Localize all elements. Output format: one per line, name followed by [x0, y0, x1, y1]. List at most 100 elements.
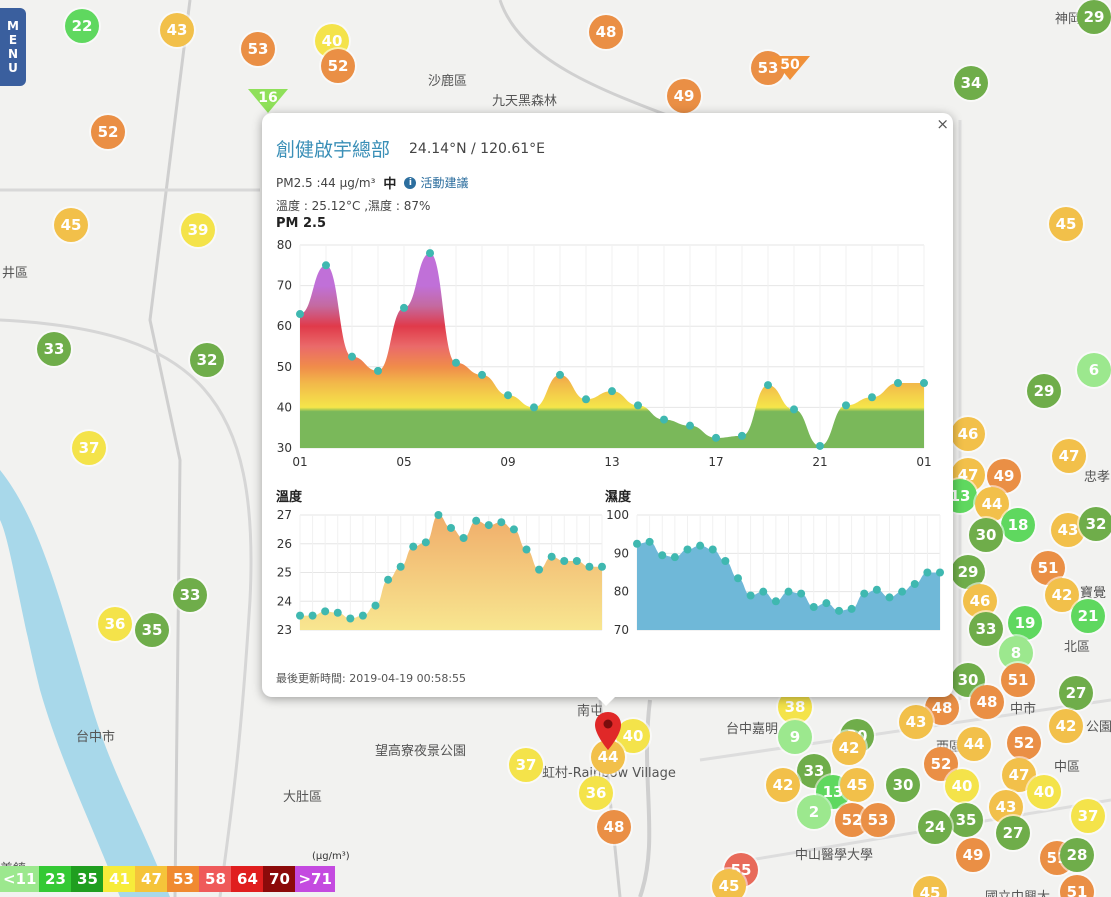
- river: [0, 470, 170, 897]
- legend-swatch: 64: [231, 866, 264, 892]
- station-marker[interactable]: 21: [1071, 599, 1105, 633]
- activity-advice-link[interactable]: 活動建議: [420, 176, 469, 190]
- station-marker[interactable]: 34: [954, 66, 988, 100]
- menu-button[interactable]: M E N U: [0, 8, 26, 86]
- station-marker[interactable]: 45: [840, 768, 874, 802]
- location-pin-icon: [595, 712, 621, 750]
- station-marker[interactable]: 24: [918, 810, 952, 844]
- legend-swatch: 53: [167, 866, 200, 892]
- y-tick-label: 90: [614, 546, 629, 560]
- legend-swatch: 70: [263, 866, 296, 892]
- station-marker[interactable]: 45: [913, 876, 947, 897]
- station-marker[interactable]: 29: [1077, 0, 1111, 34]
- station-marker[interactable]: 42: [766, 768, 800, 802]
- station-marker[interactable]: 30: [886, 768, 920, 802]
- station-marker[interactable]: 37: [509, 748, 543, 782]
- station-marker[interactable]: 48: [589, 15, 623, 49]
- station-marker[interactable]: 43: [160, 13, 194, 47]
- station-marker[interactable]: 33: [173, 578, 207, 612]
- station-marker[interactable]: 33: [969, 612, 1003, 646]
- station-marker[interactable]: 33: [797, 754, 831, 788]
- data-point: [868, 393, 876, 402]
- y-tick-label: 100: [606, 508, 629, 522]
- data-point: [784, 587, 793, 596]
- legend-swatch: 23: [39, 866, 72, 892]
- data-point: [696, 541, 705, 550]
- station-marker[interactable]: 40: [1027, 775, 1061, 809]
- data-point: [885, 593, 894, 602]
- series-area: [300, 515, 602, 630]
- station-marker[interactable]: 45: [54, 208, 88, 242]
- station-marker[interactable]: 32: [190, 343, 224, 377]
- station-marker[interactable]: 29: [1027, 374, 1061, 408]
- data-point: [421, 538, 430, 547]
- close-icon[interactable]: ×: [936, 115, 949, 133]
- station-marker[interactable]: 22: [65, 9, 99, 43]
- station-marker[interactable]: 47: [1052, 439, 1086, 473]
- data-point: [797, 589, 806, 598]
- menu-letter: E: [8, 33, 18, 47]
- station-marker[interactable]: 53: [241, 32, 275, 66]
- station-coordinates: 24.14°N / 120.61°E: [409, 141, 546, 157]
- x-tick-label: 13: [604, 455, 619, 469]
- station-marker[interactable]: 42: [832, 731, 866, 765]
- station-marker[interactable]: 35: [949, 803, 983, 837]
- station-marker[interactable]: 51: [1060, 875, 1094, 897]
- data-point: [764, 381, 772, 390]
- station-marker[interactable]: 52: [91, 115, 125, 149]
- station-marker[interactable]: 6: [1077, 353, 1111, 387]
- station-marker[interactable]: 40: [945, 769, 979, 803]
- menu-letter: U: [8, 61, 18, 75]
- temperature-chart: 23 24 25 26 27: [277, 508, 606, 637]
- station-marker[interactable]: 52: [1007, 726, 1041, 760]
- data-point: [809, 603, 818, 611]
- station-name: 創健啟宇總部: [276, 139, 391, 161]
- menu-letter: M: [7, 19, 19, 33]
- station-marker[interactable]: 32: [1079, 507, 1111, 541]
- station-marker[interactable]: 45: [712, 869, 746, 897]
- legend-swatch: 58: [199, 866, 232, 892]
- x-tick-label: 01: [916, 455, 931, 469]
- station-marker[interactable]: 28: [1060, 838, 1094, 872]
- station-marker[interactable]: 48: [970, 685, 1004, 719]
- station-marker[interactable]: 42: [1049, 709, 1083, 743]
- info-icon[interactable]: i: [404, 176, 417, 189]
- station-marker[interactable]: 36: [98, 607, 132, 641]
- station-marker[interactable]: 46: [951, 417, 985, 451]
- station-marker[interactable]: 49: [956, 838, 990, 872]
- data-point: [535, 565, 544, 574]
- station-marker[interactable]: 44: [975, 487, 1009, 521]
- data-point: [842, 401, 850, 410]
- station-marker[interactable]: 53: [861, 803, 895, 837]
- station-marker[interactable]: 39: [181, 213, 215, 247]
- station-marker[interactable]: 44: [957, 727, 991, 761]
- station-popup: × 創健啟宇總部 24.14°N / 120.61°E PM2.5 :44 μg…: [262, 113, 953, 697]
- station-marker[interactable]: 37: [1071, 799, 1105, 833]
- data-point: [910, 580, 919, 588]
- map-place-label: 南屯: [577, 704, 604, 719]
- station-marker[interactable]: 19: [1008, 606, 1042, 640]
- station-marker[interactable]: 49: [667, 79, 701, 113]
- station-marker[interactable]: 48: [597, 810, 631, 844]
- station-marker[interactable]: 33: [37, 332, 71, 366]
- station-marker[interactable]: 29: [951, 555, 985, 589]
- data-point: [296, 310, 304, 319]
- data-point: [835, 606, 843, 615]
- station-marker[interactable]: 52: [321, 49, 355, 83]
- map-place-label: 大肚區: [283, 790, 323, 805]
- station-marker[interactable]: 18: [1001, 508, 1035, 542]
- station-marker[interactable]: 27: [996, 816, 1030, 850]
- station-marker[interactable]: 51: [1001, 663, 1035, 697]
- series-area: [300, 253, 924, 448]
- station-marker[interactable]: 35: [135, 613, 169, 647]
- station-marker[interactable]: 37: [72, 431, 106, 465]
- station-marker[interactable]: 9: [778, 720, 812, 754]
- station-marker[interactable]: 43: [899, 705, 933, 739]
- station-marker[interactable]: 27: [1059, 676, 1093, 710]
- station-marker[interactable]: 30: [969, 518, 1003, 552]
- station-marker[interactable]: 47: [1002, 758, 1036, 792]
- station-marker[interactable]: 36: [579, 776, 613, 810]
- station-marker[interactable]: 45: [1049, 207, 1083, 241]
- data-point: [434, 511, 443, 519]
- station-marker[interactable]: 2: [797, 795, 831, 829]
